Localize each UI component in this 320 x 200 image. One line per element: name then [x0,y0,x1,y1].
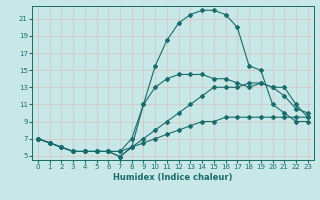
X-axis label: Humidex (Indice chaleur): Humidex (Indice chaleur) [113,173,233,182]
